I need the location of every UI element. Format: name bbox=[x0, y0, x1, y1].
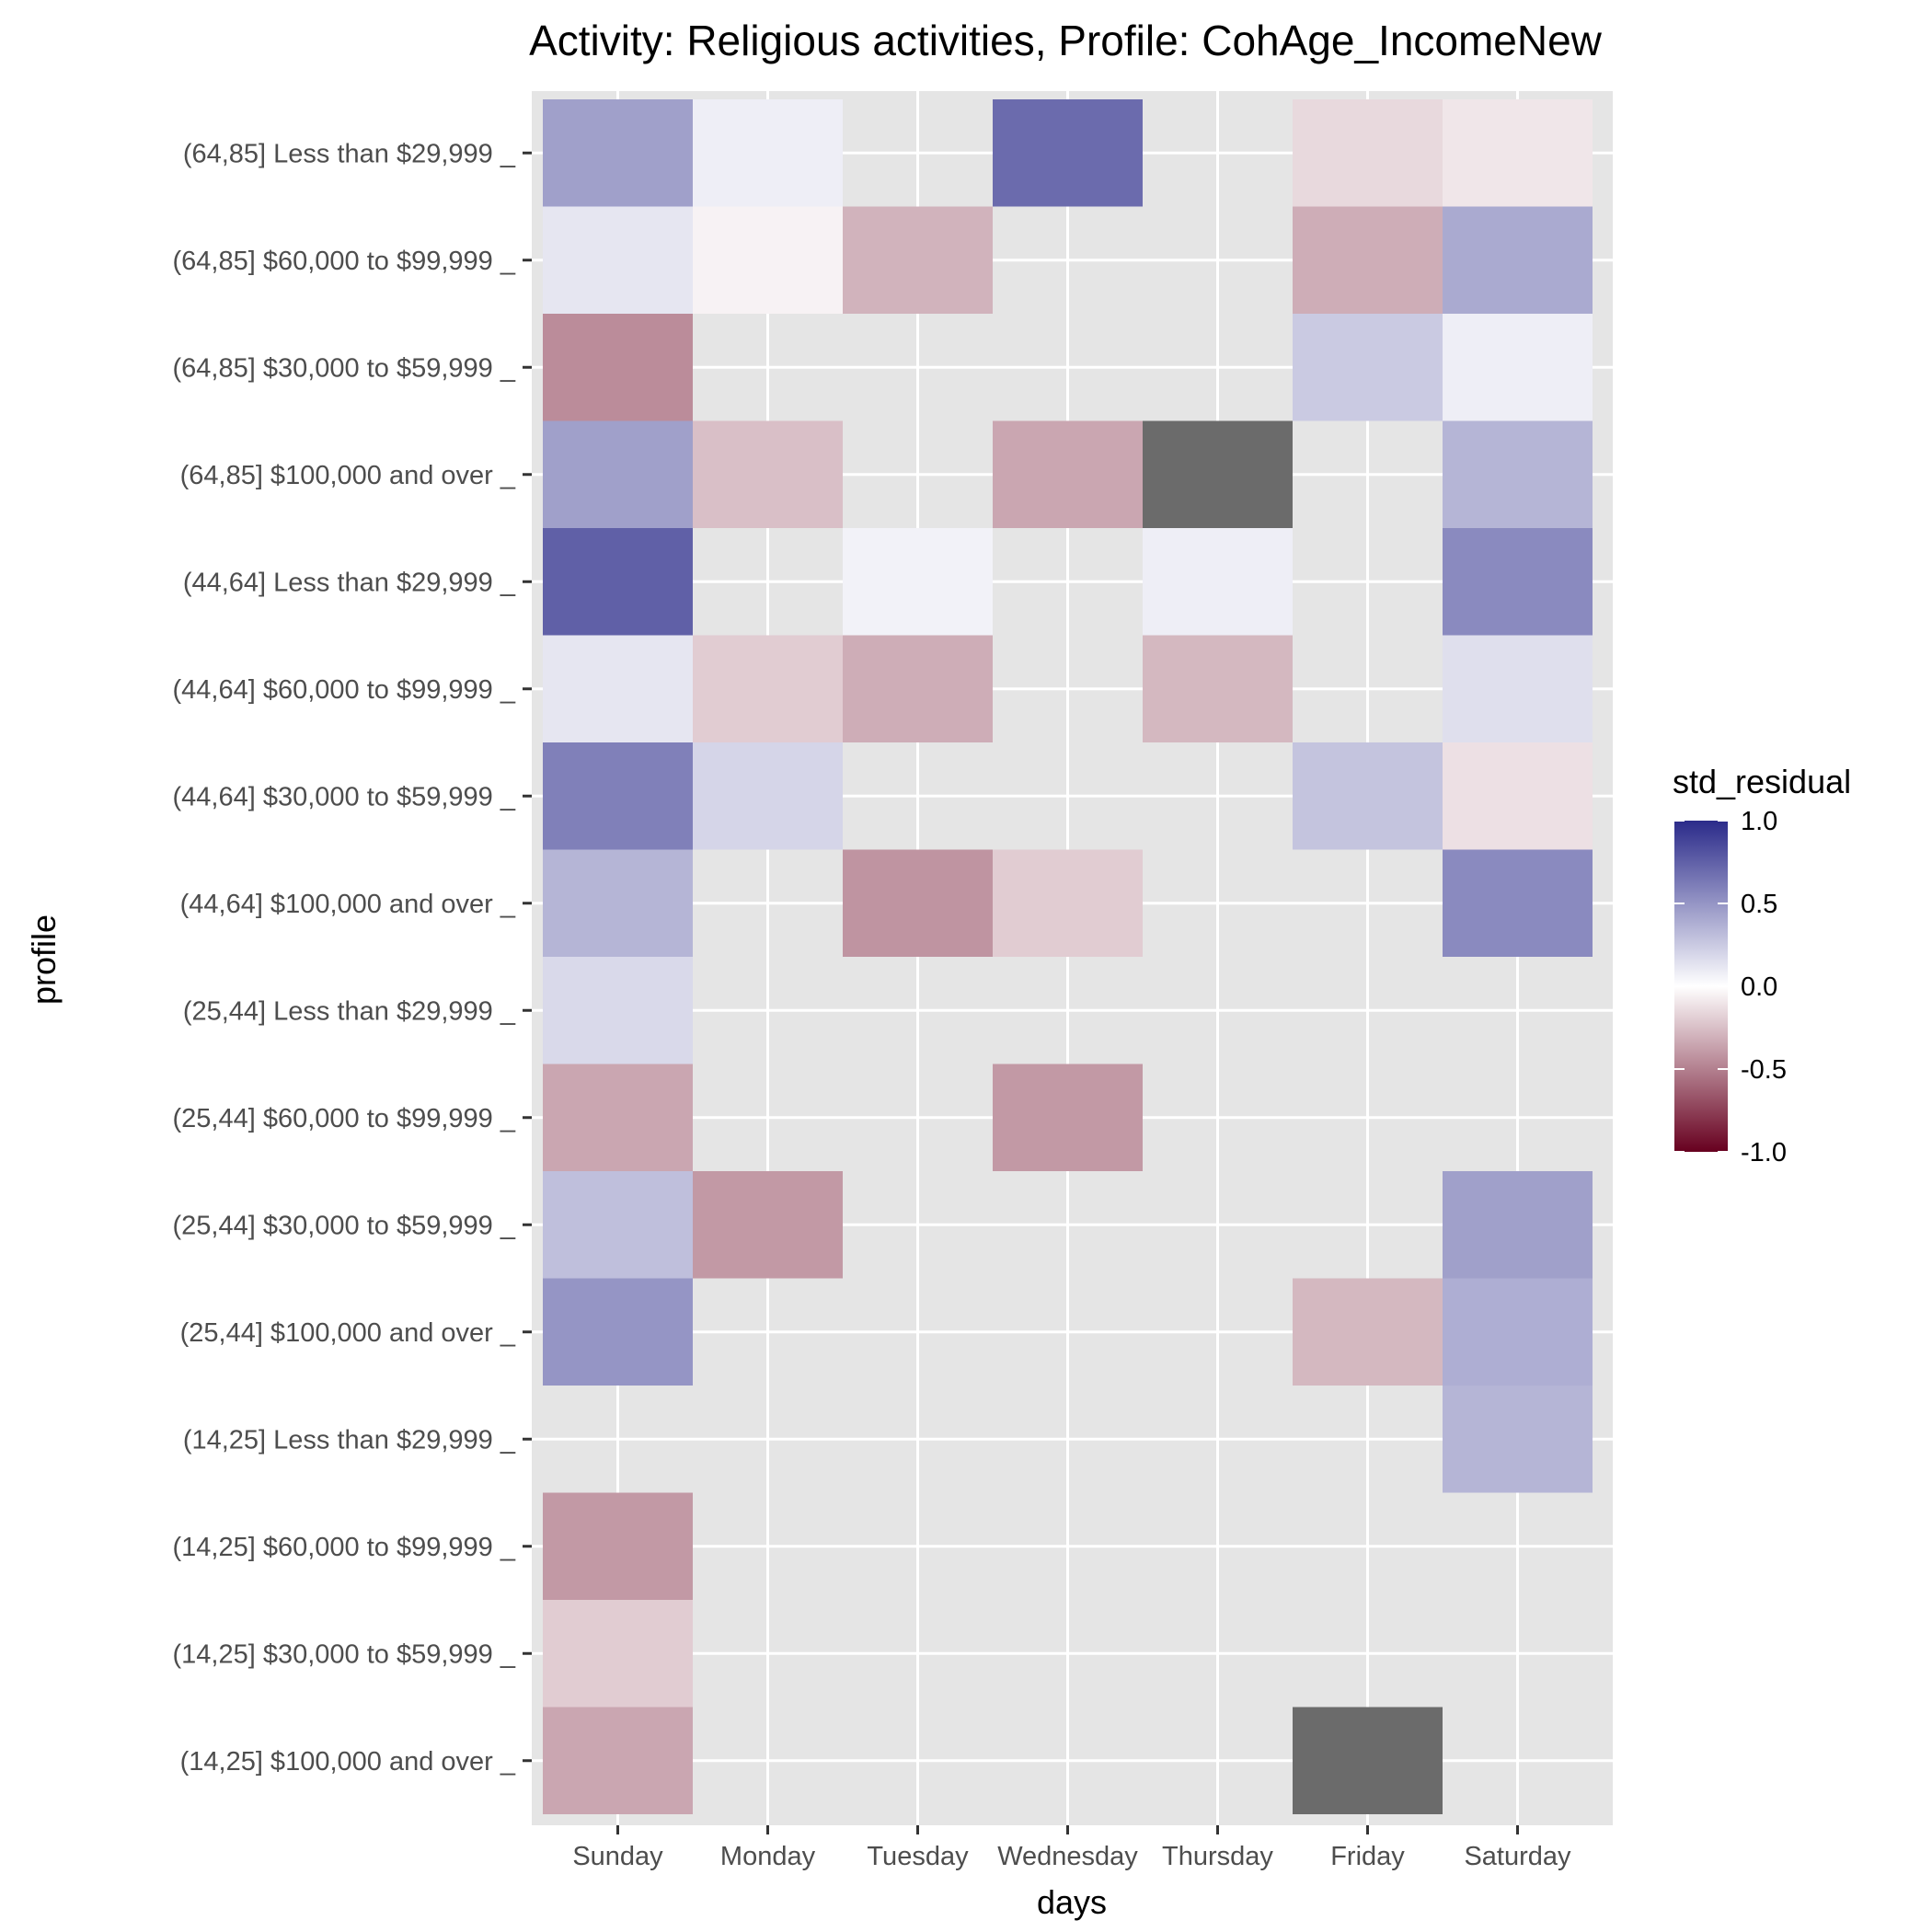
x-tick-label: Sunday bbox=[572, 1842, 663, 1871]
y-tick-label: (25,44] $60,000 to $99,999 _ bbox=[173, 1104, 516, 1133]
legend-tick-label: 1.0 bbox=[1741, 807, 1777, 836]
y-tick-label: (44,64] $30,000 to $59,999 _ bbox=[173, 782, 516, 811]
heatmap-cell bbox=[843, 206, 993, 314]
legend-title: std_residual bbox=[1673, 763, 1851, 800]
x-tick-label: Saturday bbox=[1464, 1842, 1571, 1871]
y-tick-label: (14,25] Less than $29,999 _ bbox=[183, 1425, 516, 1455]
heatmap-cell bbox=[543, 742, 693, 850]
legend-tick-label: -1.0 bbox=[1741, 1138, 1787, 1167]
heatmap-cell bbox=[1443, 849, 1593, 957]
y-tick-label: (64,85] $30,000 to $59,999 _ bbox=[173, 353, 516, 383]
heatmap-cell bbox=[1143, 635, 1293, 742]
x-axis-title: days bbox=[1037, 1883, 1107, 1921]
heatmap-cell bbox=[693, 1171, 843, 1279]
x-tick-label: Thursday bbox=[1162, 1842, 1273, 1871]
chart-title: Activity: Religious activities, Profile:… bbox=[529, 17, 1603, 64]
heatmap-cell bbox=[1443, 1386, 1593, 1493]
legend-tick-label: 0.5 bbox=[1741, 890, 1777, 919]
heatmap-cell bbox=[1443, 99, 1593, 207]
heatmap-cell bbox=[1443, 1171, 1593, 1279]
heatmap-cell bbox=[693, 206, 843, 314]
heatmap-cell bbox=[1443, 206, 1593, 314]
heatmap-cell bbox=[1443, 742, 1593, 850]
heatmap-cell bbox=[543, 1600, 693, 1708]
x-tick-label: Tuesday bbox=[867, 1842, 969, 1871]
heatmap-cell bbox=[543, 1278, 693, 1386]
y-tick-label: (14,25] $100,000 and over _ bbox=[180, 1747, 516, 1777]
x-tick-label: Friday bbox=[1330, 1842, 1405, 1871]
heatmap-cell bbox=[543, 1707, 693, 1814]
heatmap-cell bbox=[693, 742, 843, 850]
heatmap-cell bbox=[1143, 528, 1293, 636]
y-tick-label: (44,64] $100,000 and over _ bbox=[180, 890, 516, 919]
heatmap-cells bbox=[543, 99, 1593, 1814]
heatmap-cell bbox=[543, 849, 693, 957]
x-tick-label: Monday bbox=[720, 1842, 816, 1871]
heatmap-cell bbox=[543, 1064, 693, 1171]
heatmap-cell bbox=[1443, 1278, 1593, 1386]
legend-ticks: 1.0 0.5 0.0 -0.5 -1.0 bbox=[1674, 807, 1787, 1167]
heatmap-cell bbox=[1143, 420, 1293, 528]
y-tick-label: (14,25] $60,000 to $99,999 _ bbox=[173, 1533, 516, 1562]
x-axis: Sunday Monday Tuesday Wednesday Thursday Frid… bbox=[572, 1825, 1571, 1871]
heatmap-cell bbox=[1443, 420, 1593, 528]
heatmap-cell bbox=[1293, 99, 1443, 207]
heatmap-cell bbox=[993, 849, 1143, 957]
heatmap-cell bbox=[993, 99, 1143, 207]
heatmap-cell bbox=[543, 1492, 693, 1600]
y-tick-label: (64,85] $60,000 to $99,999 _ bbox=[173, 247, 516, 276]
heatmap-cell bbox=[843, 635, 993, 742]
heatmap-cell bbox=[1293, 742, 1443, 850]
y-tick-label: (14,25] $30,000 to $59,999 _ bbox=[173, 1639, 516, 1669]
heatmap-cell bbox=[843, 528, 993, 636]
heatmap-cell bbox=[1293, 1707, 1443, 1814]
heatmap-cell bbox=[1293, 206, 1443, 314]
heatmap-cell bbox=[543, 528, 693, 636]
heatmap-cell bbox=[543, 1171, 693, 1279]
heatmap-cell bbox=[843, 849, 993, 957]
heatmap-cell bbox=[543, 99, 693, 207]
color-legend: std_residual 1.0 0.5 0.0 -0.5 -1.0 bbox=[1673, 763, 1851, 1167]
y-tick-label: (25,44] $100,000 and over _ bbox=[180, 1318, 516, 1348]
y-tick-label: (44,64] $60,000 to $99,999 _ bbox=[173, 675, 516, 705]
heatmap-cell bbox=[543, 420, 693, 528]
y-tick-label: (25,44] Less than $29,999 _ bbox=[183, 996, 516, 1026]
y-axis-title: profile bbox=[25, 914, 63, 1005]
heatmap-cell bbox=[693, 635, 843, 742]
heatmap-cell bbox=[693, 99, 843, 207]
legend-tick-label: 0.0 bbox=[1741, 972, 1777, 1002]
heatmap-cell bbox=[1293, 314, 1443, 421]
heatmap-cell bbox=[1443, 635, 1593, 742]
y-tick-label: (64,85] $100,000 and over _ bbox=[180, 461, 516, 490]
heatmap-cell bbox=[1443, 314, 1593, 421]
heatmap-cell bbox=[543, 314, 693, 421]
heatmap-cell bbox=[693, 420, 843, 528]
heatmap-cell bbox=[1293, 1278, 1443, 1386]
y-tick-label: (64,85] Less than $29,999 _ bbox=[183, 139, 516, 168]
x-tick-label: Wednesday bbox=[997, 1842, 1138, 1871]
heatmap-cell bbox=[1443, 528, 1593, 636]
heatmap-cell bbox=[543, 635, 693, 742]
y-axis: (64,85] Less than $29,999 _ (64,85] $60,0… bbox=[173, 139, 532, 1777]
heatmap-cell bbox=[543, 957, 693, 1064]
y-tick-label: (25,44] $30,000 to $59,999 _ bbox=[173, 1211, 516, 1240]
heatmap-cell bbox=[543, 206, 693, 314]
heatmap-cell bbox=[993, 420, 1143, 528]
legend-tick-label: -0.5 bbox=[1741, 1055, 1787, 1085]
y-tick-label: (44,64] Less than $29,999 _ bbox=[183, 568, 516, 597]
heatmap-cell bbox=[993, 1064, 1143, 1171]
